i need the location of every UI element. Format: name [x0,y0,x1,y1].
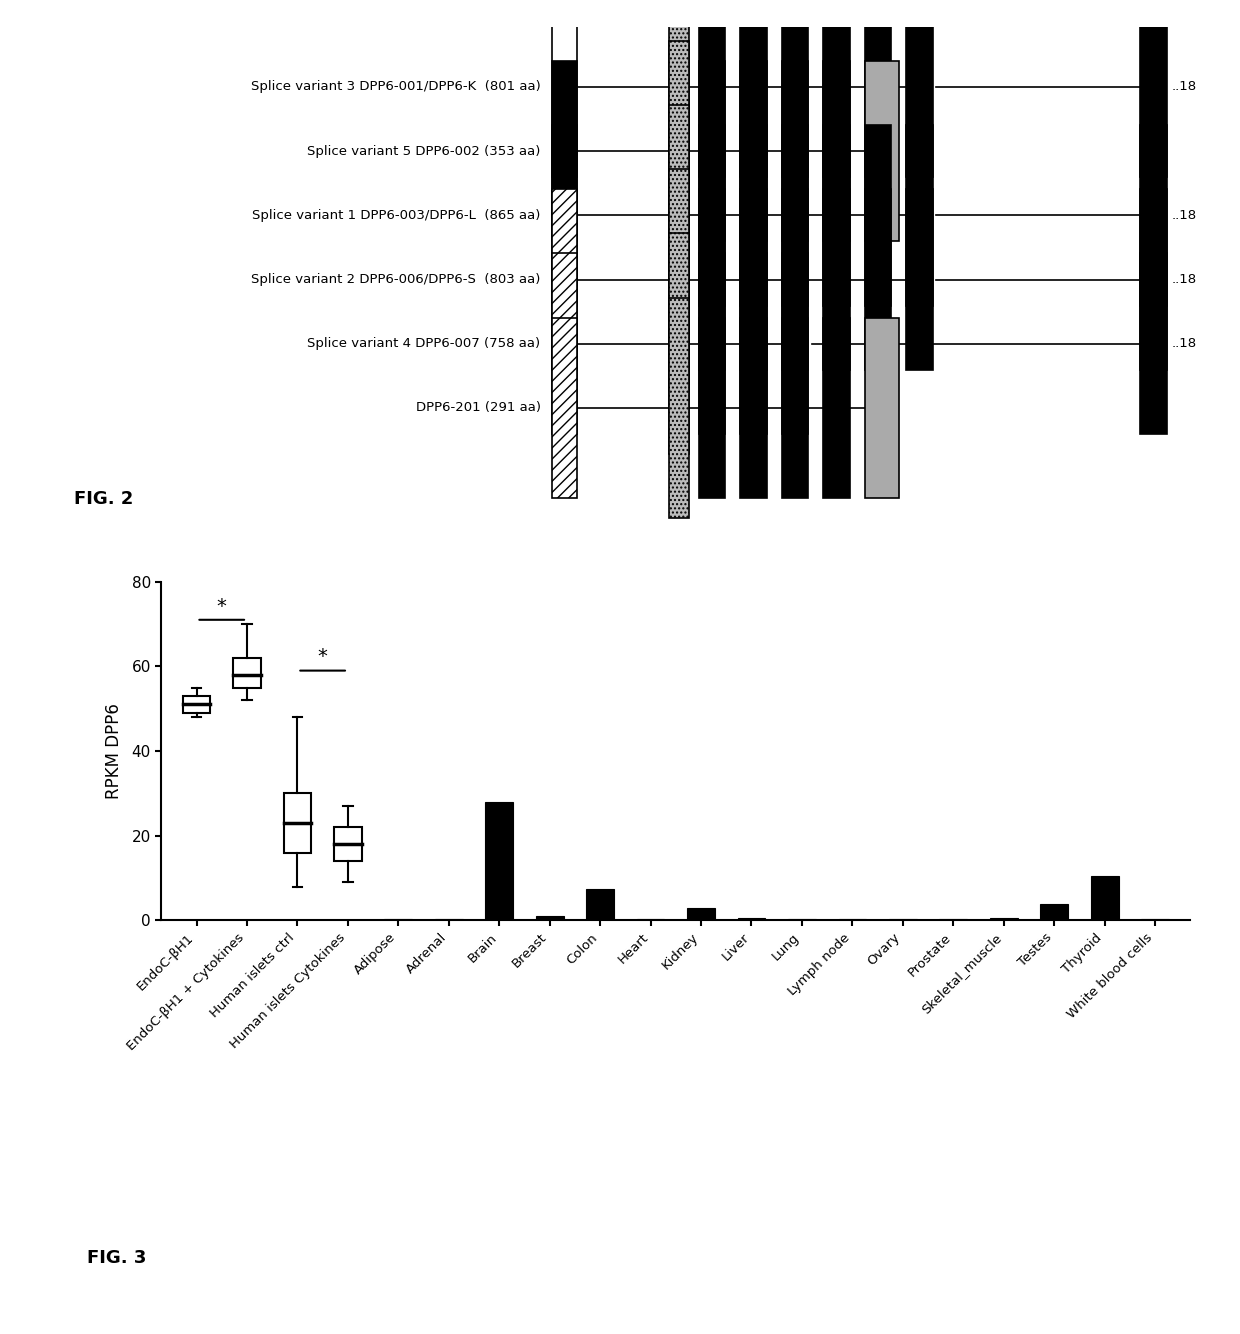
Bar [740,0,766,177]
Y-axis label: RPKM DPP6: RPKM DPP6 [105,703,123,799]
Text: TD: TD [668,454,689,468]
Bar [889,919,916,920]
Bar [536,916,563,920]
Bar [698,0,725,177]
Bar [740,125,766,305]
Bar [587,888,614,920]
Bar [668,41,689,261]
Bar [781,253,808,434]
Text: Splice variant 2 DPP6-006/DPP6-S  (803 aa): Splice variant 2 DPP6-006/DPP6-S (803 aa… [252,273,541,285]
Bar [636,919,665,920]
Bar [906,125,932,305]
Bar [1141,125,1167,305]
Bar [668,169,689,390]
Text: ..18: ..18 [1172,273,1197,285]
Text: Splice variant 5 DPP6-002 (353 aa): Splice variant 5 DPP6-002 (353 aa) [308,144,541,157]
Bar [740,253,766,434]
Bar [823,61,849,241]
Bar [552,189,578,370]
Bar [668,233,689,454]
Bar [740,317,766,498]
Text: DPP6-201 (291 aa): DPP6-201 (291 aa) [415,402,541,415]
Bar [781,61,808,241]
Bar [1040,903,1068,920]
Bar [552,61,578,241]
Bar [906,0,932,177]
Bar [435,919,463,920]
Bar [698,125,725,305]
Text: *: * [217,596,227,615]
Bar [687,907,715,920]
Bar [740,189,766,370]
Bar [823,0,849,177]
Bar [864,61,899,241]
Bar [864,317,899,498]
Bar [823,125,849,305]
Bar [1141,253,1167,434]
Bar [182,696,211,712]
Bar [1141,189,1167,370]
Text: Splice variant 3 DPP6-001/DPP6-K  (801 aa): Splice variant 3 DPP6-001/DPP6-K (801 aa… [250,80,541,93]
Bar [233,658,260,687]
Text: ..18: ..18 [1172,80,1197,93]
Bar [838,919,867,920]
Bar [485,802,513,920]
Text: ..18: ..18 [1172,338,1197,351]
Text: FIG. 3: FIG. 3 [87,1250,146,1267]
Bar [698,253,725,434]
Text: FIG. 2: FIG. 2 [73,491,133,508]
Bar [781,0,808,177]
Bar [284,794,311,852]
Bar [823,317,849,498]
Bar [698,189,725,370]
Bar [698,317,725,498]
Bar [1141,919,1169,920]
Bar [781,189,808,370]
Bar [334,827,362,862]
Text: ..18: ..18 [1172,209,1197,221]
Bar [864,0,892,177]
Bar [552,317,578,498]
Bar [789,919,816,920]
Bar [1091,876,1118,920]
Bar [698,61,725,241]
Bar [552,253,578,434]
Bar [781,125,808,305]
Bar [552,125,578,305]
Bar [906,189,932,370]
Bar [940,919,967,920]
Bar [1141,0,1167,177]
Bar [384,919,412,920]
Bar [552,0,578,177]
Bar [823,189,849,370]
Bar [740,61,766,241]
Text: Splice variant 1 DPP6-003/DPP6-L  (865 aa): Splice variant 1 DPP6-003/DPP6-L (865 aa… [252,209,541,221]
Text: *: * [317,647,327,667]
Bar [864,189,892,370]
Bar [668,105,689,325]
Bar [781,317,808,498]
Text: Splice variant 4 DPP6-007 (758 aa): Splice variant 4 DPP6-007 (758 aa) [308,338,541,351]
Bar [668,0,689,197]
Bar [738,918,765,920]
Bar [990,918,1018,920]
Bar [864,125,892,305]
Bar [668,297,689,519]
